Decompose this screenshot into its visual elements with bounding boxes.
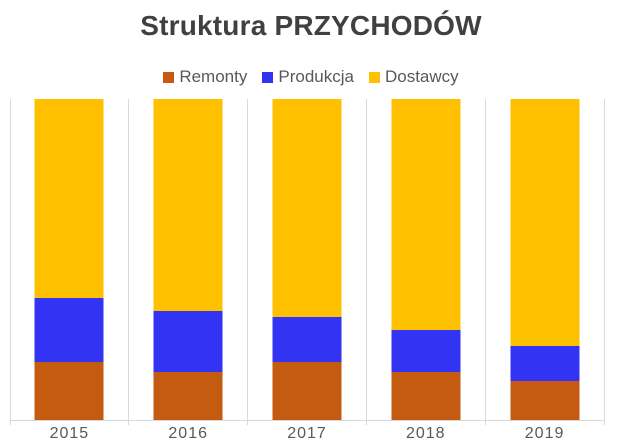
segment-produkcja-2016 (153, 310, 223, 372)
category-separator-gridline (365, 99, 367, 425)
category-separator-gridline (603, 99, 605, 425)
legend-item-dostawcy: Dostawcy (368, 67, 459, 87)
segment-produkcja-2019 (510, 346, 580, 382)
segment-remonty-2018 (391, 371, 461, 420)
legend-swatch-icon (262, 71, 274, 83)
x-axis-label-2017: 2017 (287, 425, 327, 440)
legend-swatch-icon (163, 71, 175, 83)
segment-dostawcy-2017 (272, 99, 342, 318)
segment-remonty-2015 (34, 362, 104, 420)
stacked-bar-2015 (34, 99, 104, 420)
category-slot-2018: 2018 (366, 99, 485, 440)
category-slot-2017: 2017 (248, 99, 367, 440)
category-separator-gridline (128, 99, 130, 425)
plot-area: 2015 2016 2017 2018 2019 (9, 99, 605, 440)
x-axis-label-2018: 2018 (405, 425, 446, 440)
stacked-bar-2019 (510, 99, 580, 420)
stacked-bar-2016 (153, 99, 223, 420)
legend-item-remonty: Remonty (163, 67, 247, 87)
x-axis-label-2015: 2015 (49, 425, 90, 440)
segment-produkcja-2015 (34, 298, 104, 363)
stacked-bar-2017 (272, 99, 342, 420)
segment-remonty-2019 (510, 381, 580, 420)
segment-produkcja-2017 (272, 317, 342, 363)
segment-remonty-2017 (272, 362, 342, 420)
legend-swatch-icon (368, 71, 380, 83)
category-separator-gridline (484, 99, 486, 425)
segment-dostawcy-2019 (510, 99, 580, 347)
segment-remonty-2016 (153, 371, 223, 420)
segment-dostawcy-2016 (153, 99, 223, 311)
legend-label: Produkcja (278, 67, 354, 86)
segment-dostawcy-2015 (34, 99, 104, 299)
legend-label: Dostawcy (384, 67, 459, 86)
category-slot-2016: 2016 (129, 99, 248, 440)
legend: Remonty Produkcja Dostawcy (0, 67, 622, 87)
chart-title: Struktura PRZYCHODÓW (140, 10, 482, 41)
segment-dostawcy-2018 (391, 99, 461, 331)
legend-label: Remonty (179, 67, 248, 86)
category-slot-2019: 2019 (485, 99, 604, 440)
x-axis-label-2019: 2019 (524, 425, 565, 440)
segment-produkcja-2018 (391, 330, 461, 372)
category-separator-gridline (9, 99, 11, 425)
stacked-bar-2018 (391, 99, 461, 420)
category-separator-gridline (247, 99, 249, 425)
category-slot-2015: 2015 (10, 99, 129, 440)
legend-item-produkcja: Produkcja (262, 67, 354, 87)
x-axis-label-2016: 2016 (168, 425, 208, 440)
